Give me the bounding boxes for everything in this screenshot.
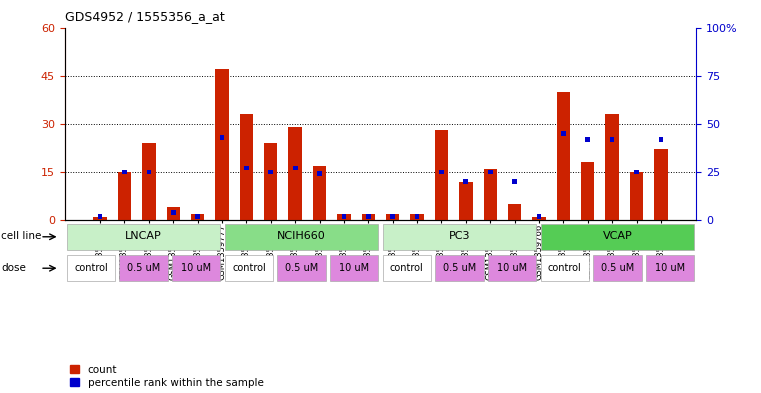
Bar [630,172,643,220]
Bar [167,207,180,220]
Bar [142,143,155,220]
Bar [277,255,326,281]
Bar [459,182,473,220]
Text: 0.5 uM: 0.5 uM [127,263,161,273]
Bar [366,214,371,219]
Bar [556,92,570,220]
Bar [220,135,224,140]
Bar [415,214,419,219]
Bar [540,255,589,281]
Bar [264,143,278,220]
Bar [581,162,594,220]
Text: 10 uM: 10 uM [497,263,527,273]
Bar [67,224,221,250]
Text: 0.5 uM: 0.5 uM [600,263,634,273]
Text: NCIH660: NCIH660 [277,231,326,241]
Text: control: control [74,263,108,273]
Bar [435,255,484,281]
Text: 10 uM: 10 uM [181,263,212,273]
Bar [269,169,273,174]
Bar [191,214,205,220]
Bar [610,137,614,141]
Text: GDS4952 / 1555356_a_at: GDS4952 / 1555356_a_at [65,10,224,23]
Bar [585,137,590,141]
Bar [390,214,395,219]
Bar [646,255,694,281]
Bar [119,255,168,281]
Text: cell line: cell line [2,231,42,241]
Text: VCAP: VCAP [603,231,632,241]
Bar [488,255,537,281]
Bar [658,137,664,141]
Bar [654,149,667,220]
Text: control: control [548,263,581,273]
Bar [593,255,642,281]
Bar [383,255,431,281]
Bar [196,214,200,219]
Bar [532,217,546,220]
Bar [215,69,229,220]
Bar [342,214,346,219]
Bar [330,255,378,281]
Bar [337,214,351,220]
Bar [439,169,444,174]
Text: 10 uM: 10 uM [655,263,685,273]
Bar [118,172,131,220]
Bar [361,214,375,220]
Text: 10 uM: 10 uM [339,263,369,273]
Bar [240,114,253,220]
Bar [386,214,400,220]
Text: 0.5 uM: 0.5 uM [285,263,318,273]
Bar [172,255,221,281]
Bar [561,131,565,136]
Bar [94,217,107,220]
Bar [634,169,639,174]
Bar [293,166,298,171]
Bar [147,169,151,174]
Text: control: control [232,263,266,273]
Legend: count, percentile rank within the sample: count, percentile rank within the sample [70,365,263,388]
Bar [606,114,619,220]
Bar [537,214,541,219]
Bar [488,169,492,174]
Bar [122,169,127,174]
Bar [224,255,273,281]
Bar [97,214,103,219]
Text: PC3: PC3 [449,231,470,241]
Bar [410,214,424,220]
Bar [67,255,115,281]
Bar [540,224,694,250]
Bar [171,210,176,215]
Bar [244,166,249,171]
Bar [463,179,468,184]
Text: dose: dose [2,263,26,273]
Bar [435,130,448,220]
Text: LNCAP: LNCAP [126,231,162,241]
Bar [483,169,497,220]
Bar [317,171,322,176]
Bar [313,165,326,220]
Bar [512,179,517,184]
Text: control: control [390,263,424,273]
Bar [508,204,521,220]
Bar [288,127,302,220]
Text: 0.5 uM: 0.5 uM [443,263,476,273]
Bar [224,224,378,250]
Bar [383,224,537,250]
